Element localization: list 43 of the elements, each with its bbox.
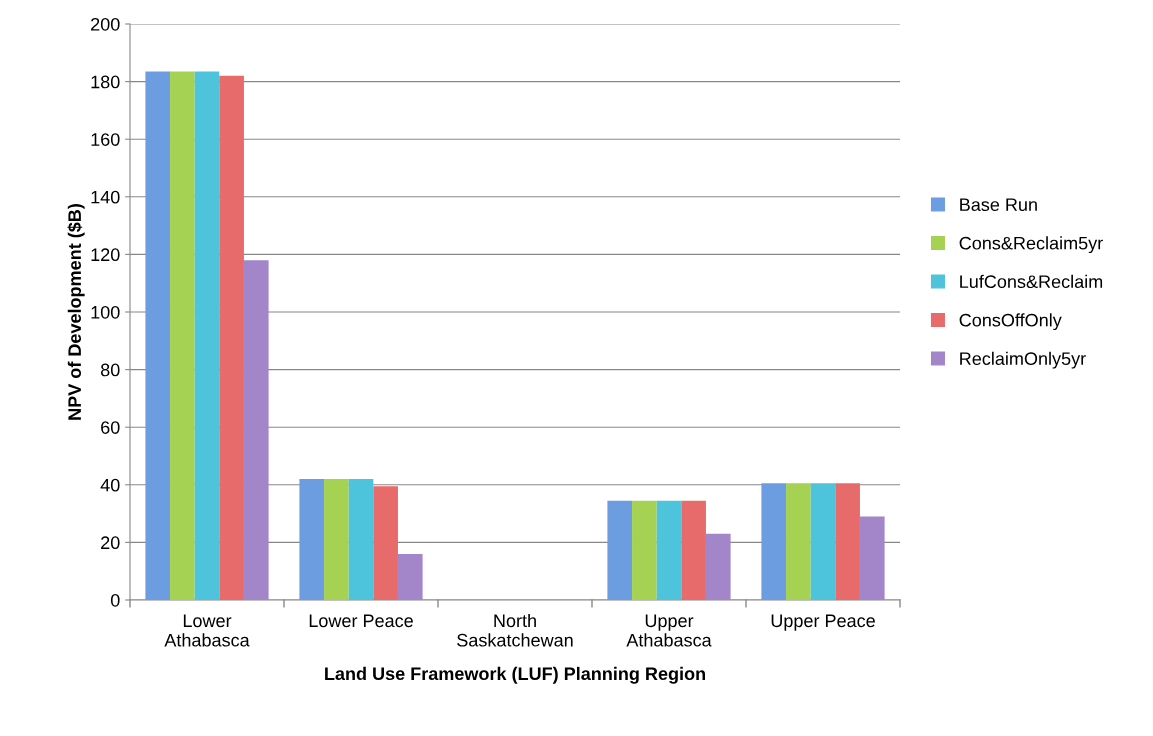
y-tick-label: 60 bbox=[101, 421, 120, 434]
bar bbox=[681, 500, 706, 600]
bar bbox=[324, 479, 349, 600]
bar bbox=[705, 533, 731, 600]
y-tick-label: 160 bbox=[91, 133, 120, 146]
y-tick-label: 40 bbox=[100, 478, 120, 492]
y-axis-title: NPV of Development ($B) bbox=[67, 204, 85, 420]
bar bbox=[243, 260, 269, 600]
bar bbox=[607, 500, 633, 600]
bar bbox=[373, 486, 398, 600]
y-tick-label: 180 bbox=[91, 75, 120, 89]
bar bbox=[194, 71, 220, 600]
bar bbox=[219, 75, 244, 600]
bar bbox=[299, 479, 325, 600]
x-axis-title: Land Use Framework (LUF) Planning Region bbox=[325, 666, 705, 684]
bar bbox=[397, 553, 423, 600]
bar bbox=[835, 483, 860, 600]
bar bbox=[786, 483, 811, 600]
y-tick-label: 200 bbox=[91, 17, 120, 31]
legend-label: Base Run bbox=[960, 198, 1037, 212]
y-tick-label: 80 bbox=[100, 363, 120, 377]
bar bbox=[859, 516, 885, 600]
bar bbox=[632, 500, 657, 600]
bar bbox=[348, 479, 374, 600]
bar bbox=[810, 483, 836, 600]
x-tick-label: Upper Athabasca bbox=[626, 614, 712, 647]
y-tick-label: 20 bbox=[101, 536, 120, 550]
legend-label: ReclaimOnly5yr bbox=[960, 351, 1086, 369]
legend-label: LufCons&Reclaim bbox=[960, 274, 1103, 289]
legend-label: Cons&Reclaim5yr bbox=[959, 236, 1103, 254]
x-tick-label: North Saskatchewan bbox=[457, 613, 573, 647]
bar bbox=[761, 483, 787, 600]
bar bbox=[656, 500, 682, 600]
bar bbox=[145, 71, 171, 600]
x-tick-label: Lower Athabasca bbox=[164, 614, 250, 647]
x-tick-label: Lower Peace bbox=[309, 614, 413, 628]
x-tick-label: Upper Peace bbox=[771, 614, 875, 631]
bar bbox=[170, 71, 195, 600]
legend-label: ConsOffOnly bbox=[959, 313, 1062, 331]
y-tick-label: 140 bbox=[91, 190, 120, 204]
y-tick-label: 0 bbox=[110, 593, 120, 607]
y-tick-label: 100 bbox=[91, 305, 120, 319]
y-tick-label: 120 bbox=[91, 248, 120, 262]
